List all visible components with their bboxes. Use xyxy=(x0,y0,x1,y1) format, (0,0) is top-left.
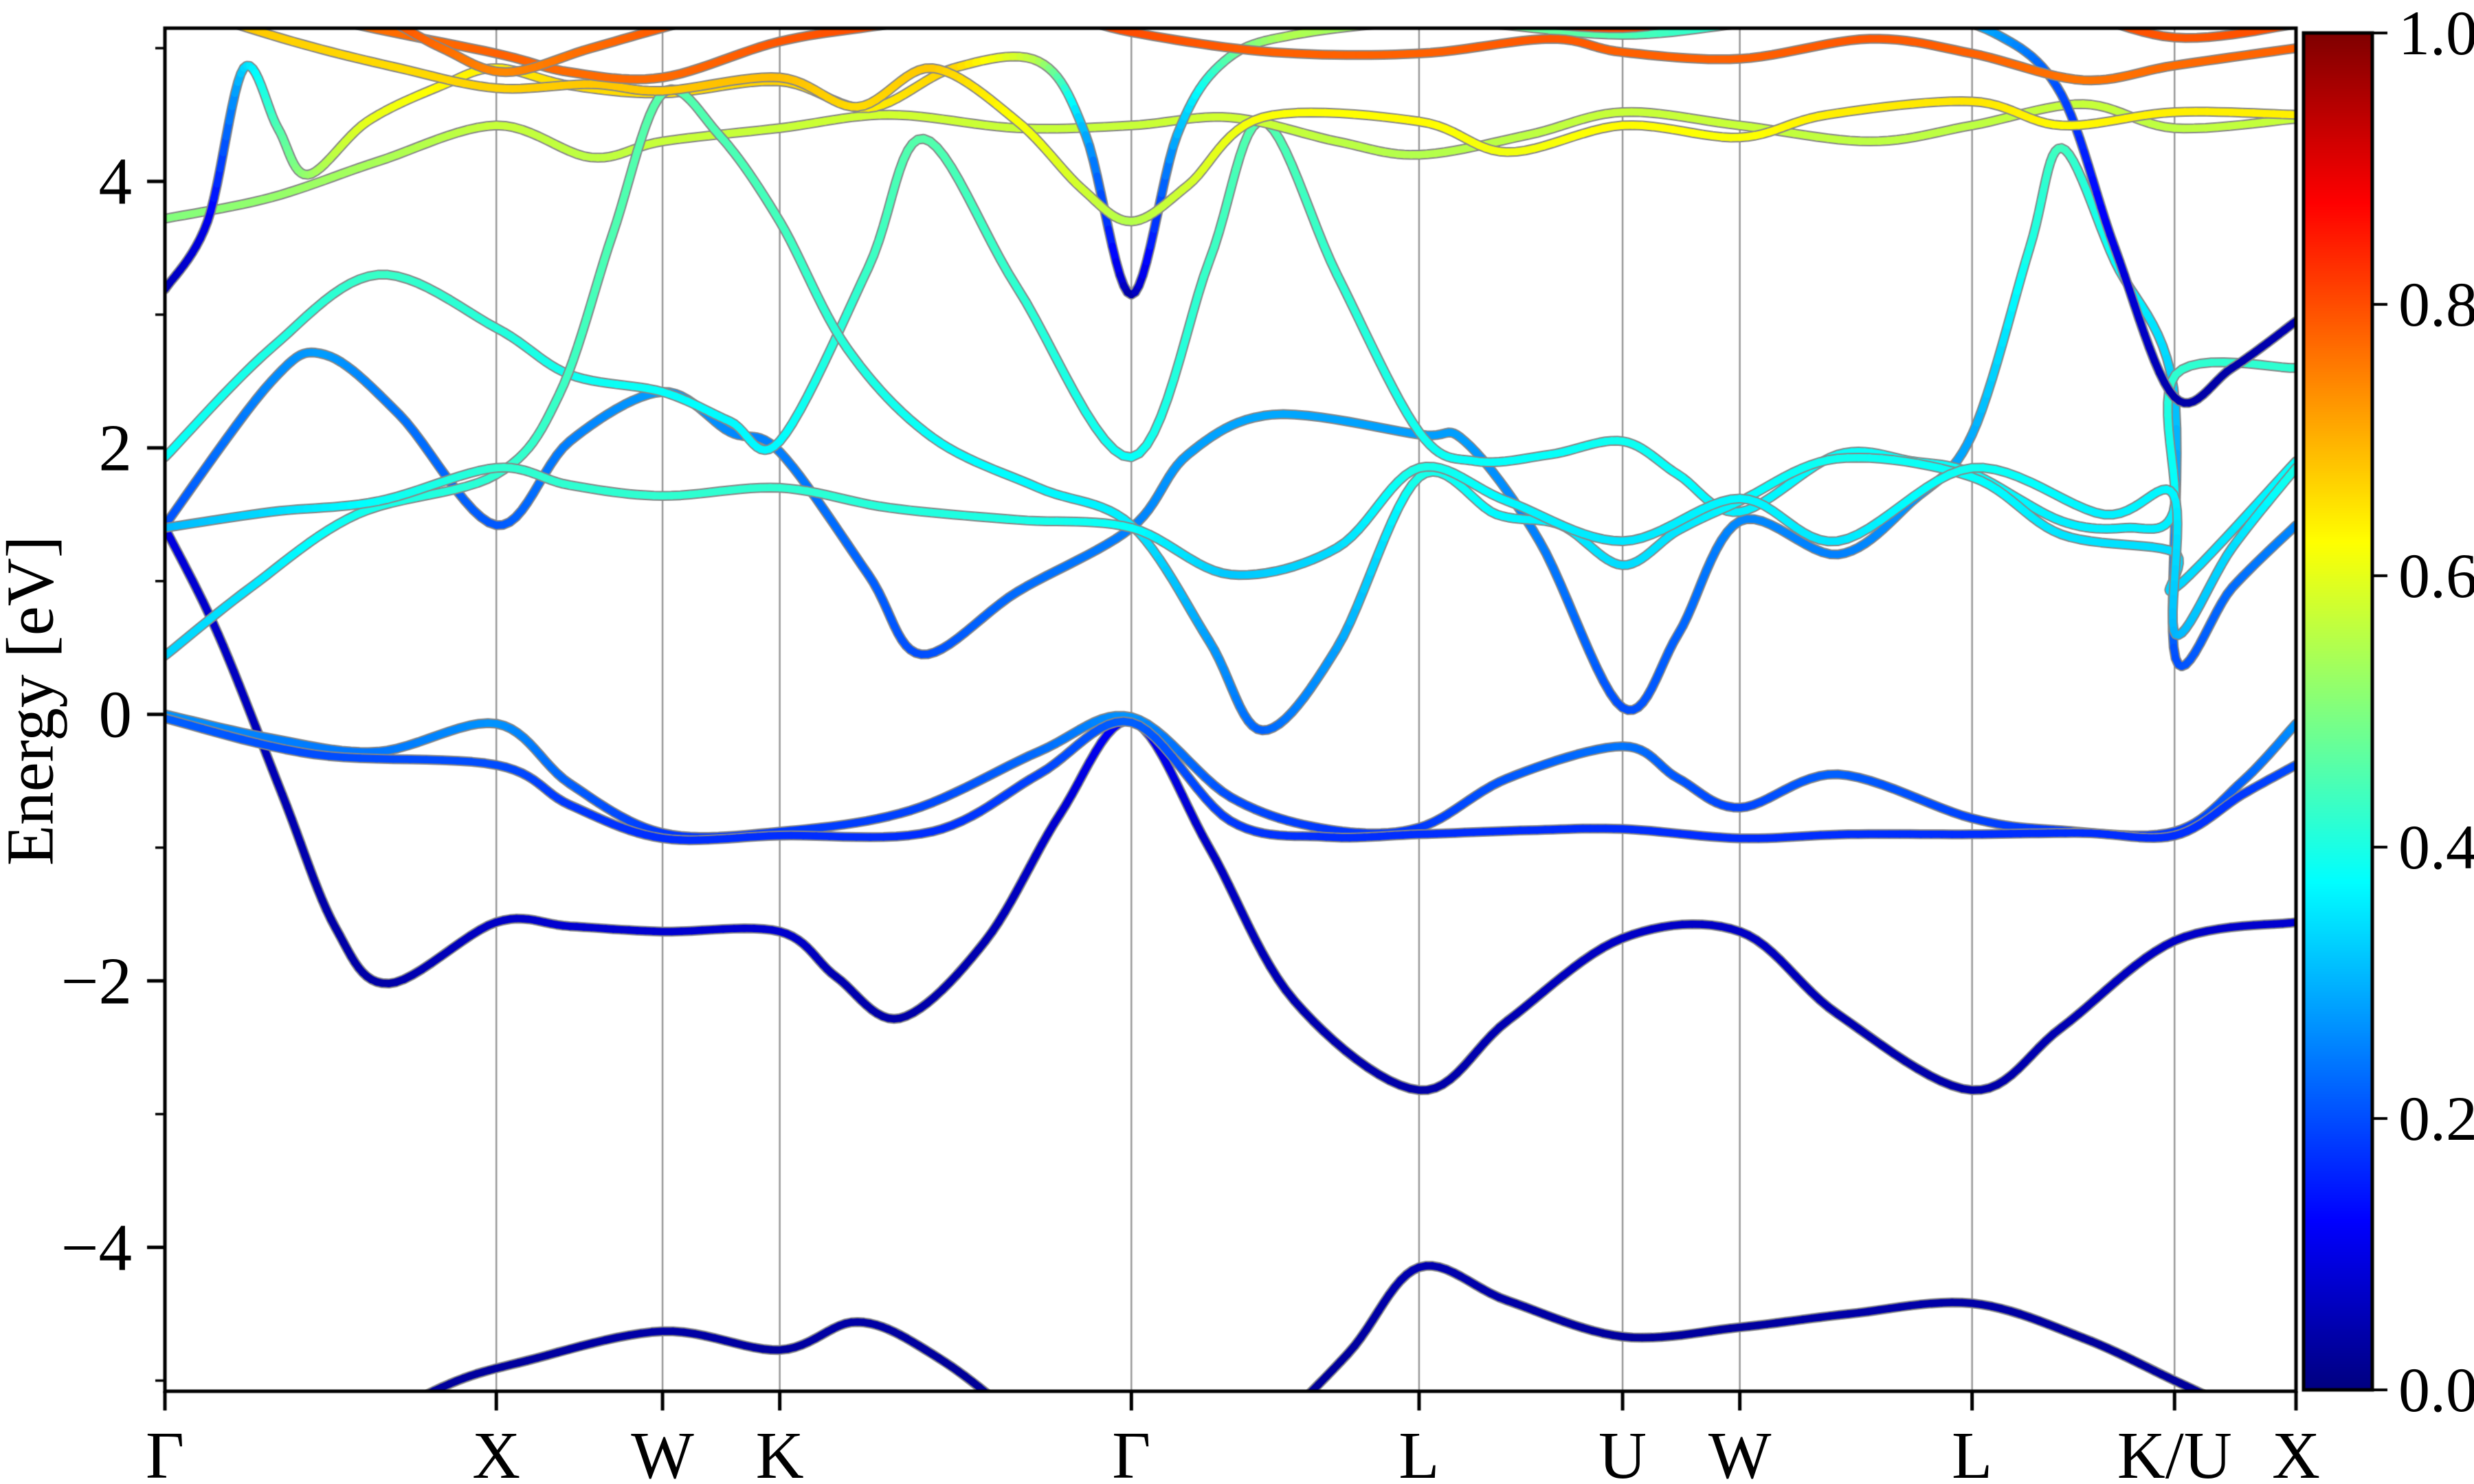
y-tick-label-−2: −2 xyxy=(60,944,132,1018)
colorbar-tick-label-1.0: 1.0 xyxy=(2398,0,2474,68)
x-tick-label-Γ: Γ xyxy=(1112,1419,1151,1484)
x-tick-label-X: X xyxy=(472,1419,521,1484)
y-tick-label-4: 4 xyxy=(98,144,133,218)
colorbar-tick-label-0.8: 0.8 xyxy=(2398,269,2474,339)
y-tick-label-0: 0 xyxy=(98,677,133,752)
x-tick-label-W: W xyxy=(631,1419,694,1484)
y-tick-label-2: 2 xyxy=(98,411,133,485)
x-tick-label-W: W xyxy=(1708,1419,1772,1484)
x-tick-label-L: L xyxy=(1398,1419,1440,1484)
x-tick-label-K: K xyxy=(755,1419,804,1484)
colorbar-tick-label-0.2: 0.2 xyxy=(2398,1083,2474,1154)
y-axis-title: Energy [eV] xyxy=(0,536,69,866)
colorbar-tick-label-0.4: 0.4 xyxy=(2398,812,2474,882)
x-tick-label-L: L xyxy=(1952,1419,1993,1484)
colorbar-tick-label-0.6: 0.6 xyxy=(2398,541,2474,611)
x-tick-label-U: U xyxy=(1598,1419,1647,1484)
x-tick-label-Γ: Γ xyxy=(145,1419,185,1484)
x-tick-label-K-U: K/U xyxy=(2117,1419,2232,1484)
colorbar-tick-label-0.0: 0.0 xyxy=(2398,1355,2474,1425)
y-tick-label-−4: −4 xyxy=(60,1211,132,1285)
y-axis-title-text: Energy [eV] xyxy=(0,535,67,866)
x-tick-label-X: X xyxy=(2271,1419,2321,1484)
